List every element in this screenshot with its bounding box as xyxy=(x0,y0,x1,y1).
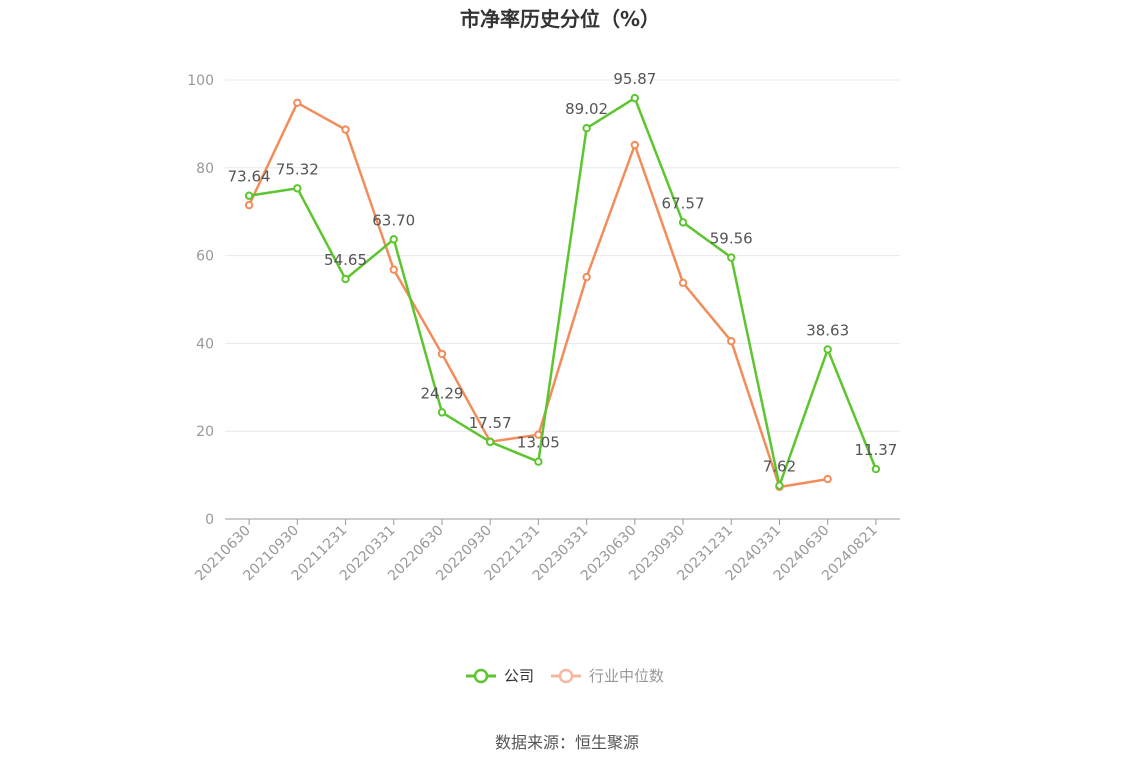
data-label: 95.87 xyxy=(613,70,656,88)
legend-item-company[interactable]: 公司 xyxy=(466,667,534,685)
data-label: 59.56 xyxy=(710,230,753,248)
series-line xyxy=(248,96,878,487)
data-point xyxy=(678,278,688,288)
series-line xyxy=(247,101,828,489)
series-company xyxy=(244,93,881,490)
data-point xyxy=(823,345,832,354)
y-tick-label: 80 xyxy=(196,161,214,177)
y-tick-label: 40 xyxy=(196,336,214,352)
legend-item-industry-median[interactable]: 行业中位数 xyxy=(551,667,664,685)
legend: 公司 行业中位数 xyxy=(466,667,664,685)
data-point xyxy=(582,272,591,282)
data-point xyxy=(437,349,447,359)
data-point xyxy=(244,200,254,210)
data-labels: 73.64 75.32 54.65 63.70 24.29 17.57 13.05 89.02… xyxy=(228,70,898,475)
series-layer: 73.64 75.32 54.65 63.70 24.29 17.57 13.05 89.02… xyxy=(228,70,898,492)
legend-label: 公司 xyxy=(504,667,534,685)
data-point xyxy=(582,124,591,133)
data-point xyxy=(437,408,447,417)
data-point xyxy=(244,191,254,200)
y-tick-label: 0 xyxy=(205,512,214,528)
grid xyxy=(225,79,900,432)
series-industry-median xyxy=(244,98,832,492)
data-point xyxy=(727,337,736,346)
data-label: 63.70 xyxy=(372,211,415,229)
data-label: 11.37 xyxy=(854,441,897,459)
y-tick-label: 60 xyxy=(196,249,214,265)
data-point xyxy=(630,140,640,150)
legend-marker-icon xyxy=(558,668,574,684)
data-label: 17.57 xyxy=(469,414,512,432)
data-point xyxy=(871,464,881,474)
data-point xyxy=(389,235,398,244)
data-label: 38.63 xyxy=(806,321,849,339)
data-point xyxy=(389,265,398,274)
data-point xyxy=(341,125,350,134)
data-point xyxy=(485,437,495,447)
y-axis-ticks: 0 20 40 60 80 100 xyxy=(187,73,214,528)
data-point xyxy=(293,98,302,108)
data-point xyxy=(727,253,736,262)
data-label: 54.65 xyxy=(324,251,367,269)
data-label: 67.57 xyxy=(662,194,705,212)
data-point xyxy=(678,218,688,227)
data-point xyxy=(823,474,832,484)
data-label: 89.02 xyxy=(565,100,608,118)
data-label: 75.32 xyxy=(276,160,319,178)
data-label: 7.62 xyxy=(763,458,796,476)
y-tick-label: 100 xyxy=(187,73,214,89)
chart-title: 市净率历史分位（%） xyxy=(460,7,660,31)
legend-marker-icon xyxy=(473,668,489,684)
data-point xyxy=(341,274,350,284)
x-axis: 2021063020210930202112312022033120220630… xyxy=(192,518,900,584)
data-point xyxy=(534,457,543,466)
data-point xyxy=(630,93,640,103)
legend-label: 行业中位数 xyxy=(589,667,664,685)
source-note: 数据来源：恒生聚源 xyxy=(495,733,639,752)
data-label: 24.29 xyxy=(420,384,463,402)
y-tick-label: 20 xyxy=(196,424,214,440)
data-label: 13.05 xyxy=(517,434,560,452)
data-point xyxy=(293,184,302,193)
data-label: 73.64 xyxy=(228,168,271,186)
data-point xyxy=(775,481,784,490)
